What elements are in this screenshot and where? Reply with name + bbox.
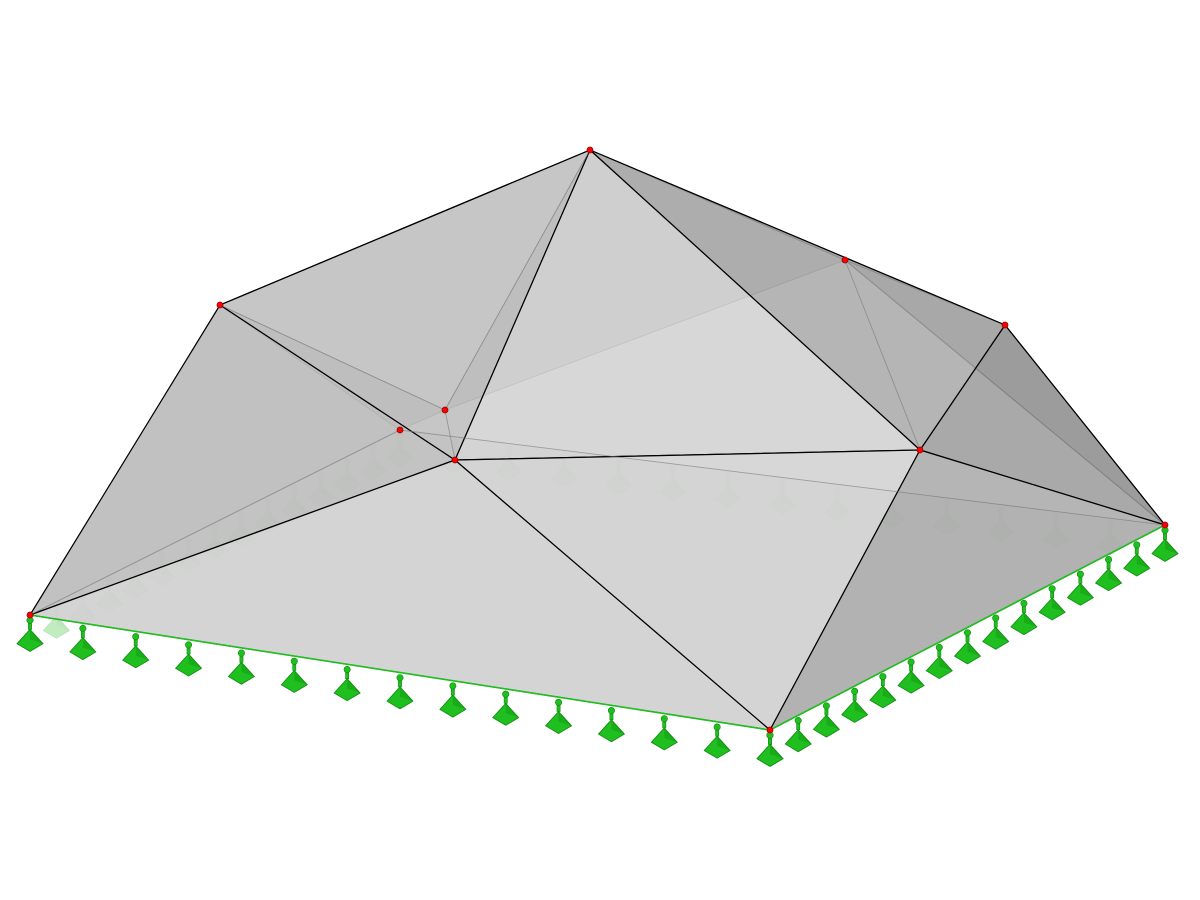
support-icon [440,683,466,717]
support-icon [281,658,307,692]
support-icon [870,673,896,707]
node-marker [27,612,33,618]
support-icon [983,615,1009,649]
support-icon [228,650,254,684]
node-marker [767,727,773,733]
support-icon [546,699,572,733]
node-marker [397,427,403,433]
support-icon [123,633,149,667]
support-icon [955,630,981,664]
support-icon [387,675,413,709]
node-marker [917,447,923,453]
node-marker [217,302,223,308]
support-icon [598,707,624,741]
support-icon [651,716,677,750]
node-marker [842,257,848,263]
support-icon [493,691,519,725]
support-icon [1067,571,1093,605]
node-marker [1162,522,1168,528]
node-marker [452,457,458,463]
structural-diagram [0,0,1200,900]
support-icon [1124,542,1150,576]
support-icon [334,666,360,700]
node-marker [587,147,593,153]
support-icon [1096,556,1122,590]
node-marker [1002,322,1008,328]
support-icon [926,644,952,678]
support-icon [176,642,202,676]
support-icon [842,688,868,722]
support-icon [1011,600,1037,634]
support-icon [898,659,924,693]
support-icon [1152,527,1178,561]
support-icon [813,703,839,737]
support-icon [17,617,43,651]
support-icon [70,625,96,659]
support-icon [704,724,730,758]
support-icon [1039,586,1065,620]
support-icon [757,732,783,766]
node-marker [442,407,448,413]
support-icon [785,717,811,751]
